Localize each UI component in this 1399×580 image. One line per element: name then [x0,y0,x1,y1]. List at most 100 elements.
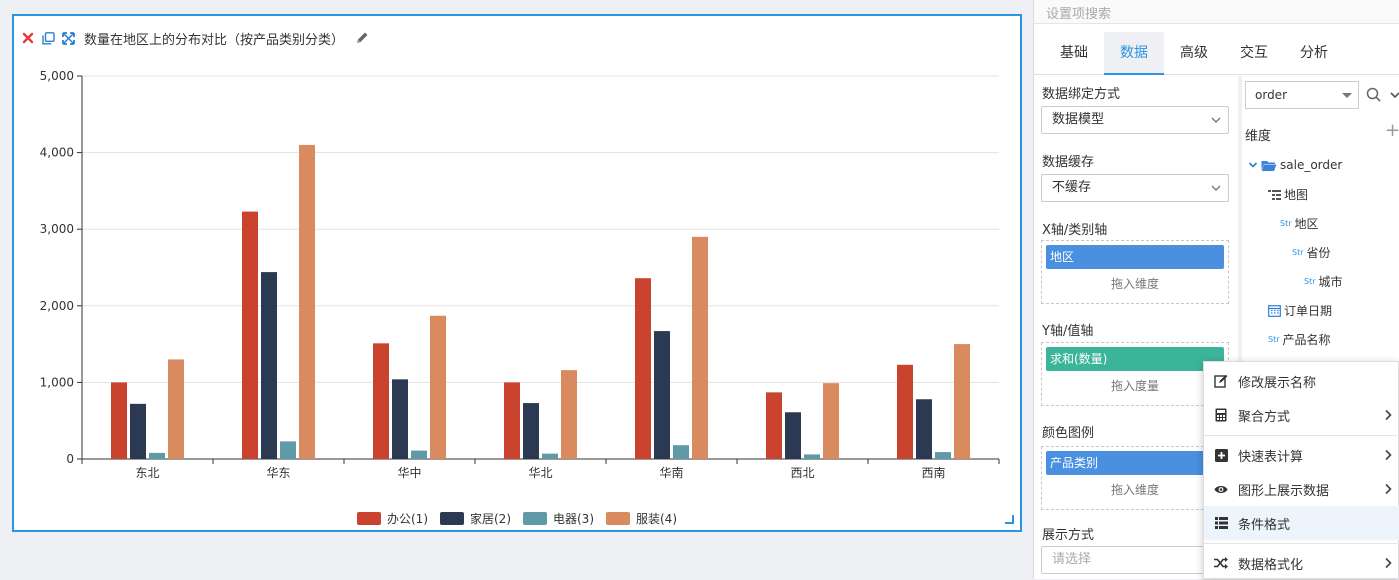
menu-item-rename[interactable]: 修改展示名称 [1204,364,1399,398]
legend-label: 服装(4) [636,512,677,526]
list-icon [1214,516,1228,530]
tree-item-label: 产品名称 [1282,333,1331,347]
bar-1 [242,211,258,459]
tab-analysis[interactable]: 分析 [1300,45,1328,61]
x-tick-label: 华东 [266,466,290,480]
tree-item-province[interactable]: Str 省份 [1292,244,1331,261]
plus-square-icon [1214,448,1228,462]
display-mode-select[interactable]: 请选择 [1041,546,1229,574]
tab-data[interactable]: 数据 [1104,32,1164,75]
calculator-icon [1214,408,1228,422]
tab-advanced[interactable]: 高级 [1180,45,1208,61]
legend-item[interactable]: 办公(1) [357,510,428,527]
data-cache-select[interactable]: 不缓存 [1041,174,1229,202]
close-icon[interactable] [20,30,36,46]
chart-title: 数量在地区上的分布对比（按产品类别分类） [84,32,345,48]
menu-item-show-data-labels[interactable]: 图形上展示数据 [1204,472,1399,506]
pencil-icon[interactable] [354,30,370,46]
bar-1 [897,364,913,459]
field-context-menu: 修改展示名称 聚合方式 快速表计算 图形上展示数据 条件格式 数据格式化 [1203,361,1399,579]
legend-swatch [606,512,630,525]
menu-item-label: 数据格式化 [1238,557,1304,573]
data-cache-label: 数据缓存 [1042,155,1095,170]
tree-item-label: 省份 [1306,246,1331,260]
string-type-icon: Str [1304,277,1316,286]
bar-3 [149,452,165,459]
bar-2 [916,399,932,459]
chevron-right-icon [1385,449,1392,461]
resize-handle-icon[interactable] [1004,514,1014,524]
y-tick-label: 3,000 [40,222,74,236]
datasource-select[interactable]: order [1245,81,1359,109]
chevron-right-icon [1385,409,1392,421]
data-settings: 数据绑定方式 数据模型 数据缓存 不缓存 X轴/类别轴 地区 拖入维度 Y轴/值… [1034,76,1238,579]
bar-3 [673,445,689,459]
legend-swatch [440,512,464,525]
legend-item[interactable]: 电器(3) [523,510,594,527]
color-legend-dropzone[interactable]: 产品类别 拖入维度 [1041,446,1229,510]
menu-item-label: 快速表计算 [1238,449,1304,465]
color-legend-field-pill[interactable]: 产品类别 [1046,451,1224,475]
bar-4 [561,370,577,459]
menu-item-label: 图形上展示数据 [1238,483,1330,499]
menu-item-label: 聚合方式 [1238,409,1291,425]
chart-widget[interactable]: 数量在地区上的分布对比（按产品类别分类） 0 1,000 2,000 3,000 4,0… [12,14,1022,532]
menu-item-aggregation[interactable]: 聚合方式 [1204,398,1399,432]
legend-label: 家居(2) [470,512,511,526]
folder-open-icon [1261,160,1277,171]
tree-item-map[interactable]: 地图 [1268,186,1308,203]
y-axis-dropzone[interactable]: 求和(数量) 拖入度量 [1041,342,1229,406]
bar-4 [168,359,184,459]
bar-4 [692,236,708,459]
tab-interaction[interactable]: 交互 [1240,45,1268,61]
datasource-value: order [1255,88,1287,102]
shuffle-icon [1214,556,1228,570]
bar-1 [373,343,389,459]
menu-item-conditional-format[interactable]: 条件格式 [1204,506,1399,540]
tree-item-label: 订单日期 [1284,304,1333,318]
bar-2 [654,331,670,459]
x-axis-field-pill[interactable]: 地区 [1046,245,1224,269]
x-tick-label: 西北 [790,466,814,480]
menu-divider [1204,435,1399,436]
tree-item-order-date[interactable]: 订单日期 [1268,302,1332,319]
dashboard-canvas: 数量在地区上的分布对比（按产品类别分类） 0 1,000 2,000 3,000 4,0… [12,14,1022,532]
bar-1 [111,382,127,459]
tree-item-product-name[interactable]: Str 产品名称 [1268,331,1331,348]
tree-item-city[interactable]: Str 城市 [1304,273,1343,290]
binding-mode-select[interactable]: 数据模型 [1041,106,1229,134]
expand-icon[interactable] [60,30,76,46]
add-icon[interactable]: + [1385,120,1399,141]
bar-2 [130,403,146,459]
tree-item-region[interactable]: Str 地区 [1280,215,1319,232]
dimension-tree: order 维度 + sale_order 地图 Str 地区 Str 省份 S… [1242,76,1399,579]
menu-item-quick-calc[interactable]: 快速表计算 [1204,438,1399,472]
chevron-right-icon [1385,483,1392,495]
tree-folder-sale-order[interactable]: sale_order [1248,158,1342,172]
legend-item[interactable]: 服装(4) [606,510,677,527]
x-axis-dropzone[interactable]: 地区 拖入维度 [1041,240,1229,304]
bar-2 [523,403,539,459]
copy-icon[interactable] [40,30,56,46]
y-tick-label: 5,000 [40,69,74,83]
legend-item[interactable]: 家居(2) [440,510,511,527]
menu-item-data-format[interactable]: 数据格式化 [1204,546,1399,580]
panel-divider[interactable] [1238,76,1242,579]
eye-icon [1214,482,1228,496]
chevron-down-icon [1211,117,1221,123]
tab-basic[interactable]: 基础 [1060,45,1088,61]
bar-1 [635,278,651,459]
menu-item-label: 条件格式 [1238,517,1291,533]
x-axis-label: X轴/类别轴 [1042,223,1108,238]
tree-folder-label: sale_order [1280,158,1343,172]
x-axis-drop-hint: 拖入维度 [1110,277,1159,291]
tree-item-label: 地区 [1294,217,1319,231]
calendar-icon [1268,305,1281,317]
y-axis-field-pill[interactable]: 求和(数量) [1046,347,1224,371]
search-icon[interactable] [1366,87,1382,103]
binding-mode-label: 数据绑定方式 [1042,87,1121,102]
settings-search-input[interactable]: 设置项搜索 [1034,0,1399,24]
string-type-icon: Str [1292,248,1304,257]
chevron-down-icon[interactable] [1390,88,1399,102]
color-legend-label: 颜色图例 [1042,426,1095,441]
